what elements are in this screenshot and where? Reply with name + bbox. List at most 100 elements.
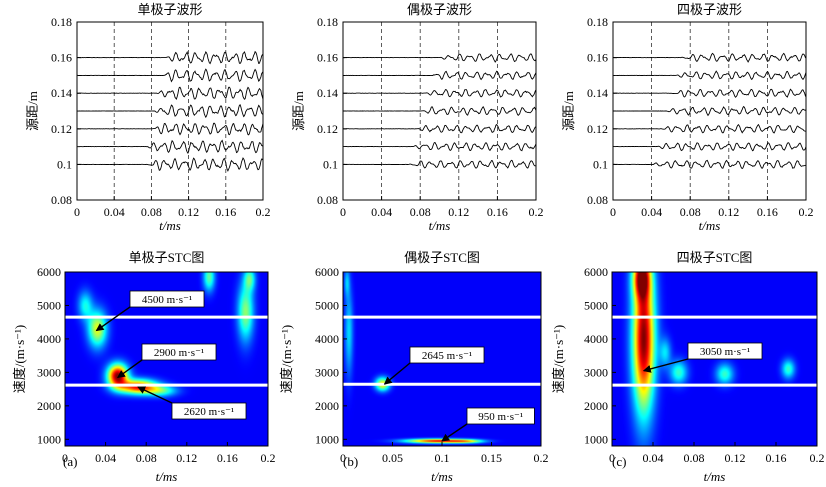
y-tick-label: 0.14 — [587, 86, 608, 100]
waveform-trace — [342, 142, 537, 152]
waveform-trace — [343, 53, 537, 63]
x-tick-label: 0.2 — [261, 451, 276, 465]
x-axis-label: t/ms — [156, 469, 178, 484]
panel-title: 单极子STC图 — [129, 250, 205, 265]
y-tick-label: 0.08 — [51, 193, 72, 207]
y-tick-label: 0.1 — [593, 157, 608, 171]
annotation-0-1: 2900 m·s⁻¹ — [116, 343, 217, 378]
x-tick-label: 0.2 — [799, 205, 814, 219]
waveform-trace — [612, 105, 807, 117]
y-tick-label: 2000 — [315, 399, 339, 413]
y-tick-label: 0.08 — [317, 193, 338, 207]
waveform-trace — [77, 50, 264, 65]
y-tick-label: 5000 — [315, 298, 339, 312]
x-tick-label: 0.12 — [448, 205, 469, 219]
y-tick-label: 0.1 — [57, 157, 72, 171]
x-tick-label: 0.08 — [680, 205, 701, 219]
x-tick-label: 0 — [340, 451, 346, 465]
annotation-label: 2645 m·s⁻¹ — [422, 350, 472, 362]
x-tick-label: 0.2 — [256, 205, 271, 219]
annotation-arrow — [95, 306, 131, 332]
y-tick-label: 0.12 — [317, 122, 338, 136]
y-tick-label: 3000 — [37, 365, 61, 379]
x-tick-label: 0 — [74, 205, 80, 219]
annotation-arrow — [137, 386, 173, 404]
y-axis-label: 源距/m — [291, 91, 306, 131]
annotation-label: 4500 m·s⁻¹ — [142, 294, 192, 306]
y-tick-label: 6000 — [315, 265, 339, 279]
waveform-trace — [342, 106, 537, 116]
plot-frame — [64, 271, 269, 447]
x-tick-label: 0.2 — [534, 451, 549, 465]
x-tick-label: 0.12 — [718, 205, 739, 219]
x-tick-label: 0.15 — [481, 451, 502, 465]
waveform-trace — [612, 142, 807, 152]
y-tick-label: 6000 — [584, 265, 608, 279]
x-tick-label: 0.08 — [136, 451, 157, 465]
annotation-0-2: 2620 m·s⁻¹ — [137, 386, 247, 420]
waveform-trace — [76, 157, 264, 172]
panel-title: 单极子波形 — [137, 2, 202, 17]
y-tick-label: 0.1 — [323, 157, 338, 171]
waveform-trace — [613, 70, 807, 81]
y-tick-label: 2000 — [584, 399, 608, 413]
x-axis-label: t/ms — [159, 218, 181, 233]
x-tick-label: 0.08 — [410, 205, 431, 219]
x-tick-label: 0.2 — [529, 205, 544, 219]
x-tick-label: 0.04 — [641, 205, 662, 219]
annotation-box — [409, 346, 485, 364]
waveform-trace — [76, 139, 264, 154]
annotation-arrow — [441, 423, 468, 442]
waveform-trace — [76, 68, 264, 83]
y-tick-label: 0.12 — [51, 122, 72, 136]
y-tick-label: 1000 — [315, 432, 339, 446]
plot-frame — [76, 21, 264, 201]
x-tick-label: 0.12 — [178, 205, 199, 219]
x-tick-label: 0.16 — [766, 451, 787, 465]
y-tick-label: 0.14 — [317, 86, 338, 100]
annotation-arrow — [116, 359, 143, 378]
x-axis-label: t/ms — [704, 469, 726, 484]
waveform-panel-1: 偶极子波形 0 0.04 0.08 0.12 0.16 0.2 0.08 0.1 0.12 0.14… — [291, 2, 544, 219]
panel-label: (c) — [612, 454, 626, 469]
x-tick-label: 0.04 — [643, 451, 664, 465]
y-tick-label: 4000 — [584, 332, 608, 346]
waveform-trace — [76, 86, 264, 101]
y-axis-label: 源距/m — [561, 91, 576, 131]
y-tick-label: 0.16 — [587, 51, 608, 65]
waveform-trace — [76, 122, 264, 136]
y-tick-label: 3000 — [315, 365, 339, 379]
waveform-trace — [613, 159, 807, 170]
y-axis-label: 速度/(m·s⁻¹) — [279, 325, 294, 394]
annotation-label: 2620 m·s⁻¹ — [184, 406, 234, 418]
x-tick-label: 0 — [340, 205, 346, 219]
y-tick-label: 3000 — [584, 365, 608, 379]
waveform-trace — [343, 123, 537, 134]
waveform-trace — [612, 88, 807, 98]
y-tick-label: 2000 — [37, 399, 61, 413]
x-tick-label: 0.16 — [757, 205, 778, 219]
annotation-arrow — [642, 358, 689, 373]
y-tick-label: 0.18 — [51, 15, 72, 29]
x-tick-label: 0.04 — [371, 205, 392, 219]
x-tick-label: 0.04 — [104, 205, 125, 219]
annotation-box — [687, 342, 763, 360]
x-tick-label: 0.16 — [487, 205, 508, 219]
y-tick-label: 0.08 — [587, 193, 608, 207]
y-axis-label: 速度/(m·s⁻¹) — [551, 325, 566, 394]
annotation-box — [141, 343, 217, 361]
waveform-panel-2: 四极子波形 0 0.04 0.08 0.12 0.16 0.2 0.08 0.1 0.12 0.14… — [561, 2, 814, 219]
annotation-box — [129, 290, 205, 308]
y-tick-label: 0.18 — [317, 15, 338, 29]
x-tick-label: 0.16 — [217, 451, 238, 465]
y-tick-label: 5000 — [584, 298, 608, 312]
waveform-panel-0: 单极子波形 0 0.04 0.08 0.12 0.16 0.2 0.08 0.1 0.12 0.14… — [25, 2, 271, 219]
waveform-trace — [612, 52, 807, 63]
waveform-trace — [342, 88, 537, 98]
y-tick-label: 1000 — [37, 432, 61, 446]
y-tick-label: 6000 — [37, 265, 61, 279]
panel-title: 四极子波形 — [677, 2, 742, 17]
waveform-trace — [76, 104, 263, 119]
x-axis-label: t/ms — [699, 218, 721, 233]
